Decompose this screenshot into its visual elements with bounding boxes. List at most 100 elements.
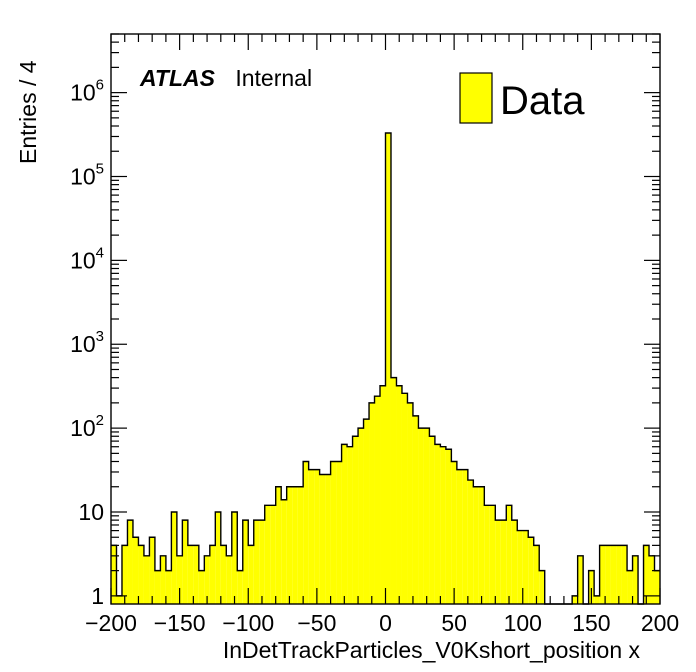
histogram-bin: [390, 377, 397, 604]
histogram-bin: [489, 505, 496, 604]
histogram-bin: [621, 545, 628, 604]
histogram-bin: [429, 436, 435, 604]
y-tick-label: 10: [78, 499, 104, 525]
histogram-bin: [385, 133, 391, 604]
histogram-bin: [506, 505, 512, 604]
x-axis-label: InDetTrackParticles_V0Kshort_position x: [223, 637, 641, 663]
histogram-bin: [517, 530, 523, 604]
histogram-bin: [237, 570, 243, 604]
x-tick-label: 50: [441, 610, 467, 636]
histogram-bin: [231, 511, 238, 604]
histogram-bin: [165, 570, 172, 604]
histogram-bin: [451, 461, 457, 604]
histogram-bin: [341, 444, 348, 604]
x-tick-labels: −200 −150 −100 −50 0 50 100 150 200: [85, 610, 679, 636]
histogram-bin: [610, 545, 617, 604]
axis-ticks: [110, 33, 661, 604]
x-tick-label: 200: [641, 610, 679, 636]
histogram-bin: [401, 393, 408, 604]
histogram-bin: [149, 537, 155, 604]
histogram-bin: [297, 486, 304, 604]
histogram-bin: [204, 555, 210, 604]
x-tick-label: 150: [572, 610, 610, 636]
histogram-bin: [374, 396, 381, 604]
y-tick-base: 10: [70, 415, 96, 441]
y-tick-exponent: 3: [96, 328, 104, 345]
histogram-bin: [275, 486, 282, 604]
histogram-bin: [319, 474, 326, 604]
histogram-bin: [171, 511, 177, 604]
y-tick-exponent: 4: [96, 244, 104, 261]
y-tick-exponent: 6: [96, 77, 104, 94]
y-tick-label: 104: [70, 244, 104, 273]
x-tick-label: −50: [297, 610, 336, 636]
histogram-bin: [303, 461, 309, 604]
y-tick-label: 106: [70, 77, 104, 106]
histogram-bin: [352, 436, 359, 604]
histogram-bin: [407, 402, 413, 604]
histogram-bin: [649, 555, 655, 604]
histogram-bin: [588, 570, 595, 604]
x-tick-label: −100: [222, 610, 274, 636]
histogram-bin: [412, 415, 419, 604]
histogram-bin: [522, 530, 529, 604]
x-tick-label: 100: [504, 610, 542, 636]
y-tick-base: 10: [70, 247, 96, 273]
histogram-bin: [445, 449, 452, 604]
histogram-bin: [594, 595, 600, 604]
histogram-bin: [143, 555, 150, 604]
histogram-bin: [198, 570, 205, 604]
histogram-bin: [500, 520, 507, 604]
histogram-bin: [467, 480, 474, 604]
y-tick-base: 1: [91, 583, 104, 609]
histogram-bin: [111, 545, 117, 604]
histogram-bin: [138, 545, 144, 604]
histogram-bin: [473, 486, 479, 604]
histogram-bin: [226, 555, 232, 604]
histogram-bin: [380, 385, 386, 604]
y-tick-label: 103: [70, 328, 104, 357]
y-tick-exponent: 2: [96, 412, 104, 429]
histogram-bin: [363, 419, 370, 604]
histogram-bin: [369, 402, 375, 604]
atlas-label-bold: ATLAS: [139, 65, 216, 91]
histogram-bin: [215, 511, 221, 604]
y-tick-base: 10: [70, 80, 96, 106]
histogram-bin: [193, 545, 199, 604]
histogram-bin: [434, 444, 441, 604]
legend-swatch-data: [459, 72, 493, 124]
histogram-bin: [281, 499, 287, 604]
histogram-bin: [418, 428, 424, 604]
histogram-bin: [511, 520, 518, 604]
histogram-bin: [325, 474, 331, 604]
histogram-bin: [187, 545, 194, 604]
histogram-bin: [533, 545, 540, 604]
histogram-bin: [336, 461, 342, 604]
legend-label-data: Data: [500, 79, 585, 123]
legend: Data: [459, 72, 585, 124]
y-tick-base: 10: [70, 331, 96, 357]
histogram-bin: [605, 545, 611, 604]
histogram-bin: [182, 520, 188, 604]
histogram-bin: [220, 545, 227, 604]
histogram-bin: [154, 570, 161, 604]
y-tick-base: 10: [78, 499, 104, 525]
histogram-bin: [330, 461, 337, 604]
histogram-bin: [539, 570, 545, 604]
y-tick-label: 102: [70, 412, 104, 441]
y-axis-label: Entries / 4: [15, 60, 41, 164]
histogram-bin: [314, 469, 320, 604]
histogram-bin: [396, 385, 402, 604]
histogram-bin: [528, 537, 534, 604]
histogram-bin: [248, 545, 254, 604]
histogram-bin: [632, 555, 639, 604]
histogram-bin: [616, 545, 622, 604]
y-tick-label: 105: [70, 161, 104, 190]
histogram-bars: [111, 133, 660, 604]
histogram-bin: [127, 520, 133, 604]
histogram-bin: [654, 570, 660, 604]
histogram-bin: [209, 545, 216, 604]
x-tick-label: −150: [154, 610, 206, 636]
